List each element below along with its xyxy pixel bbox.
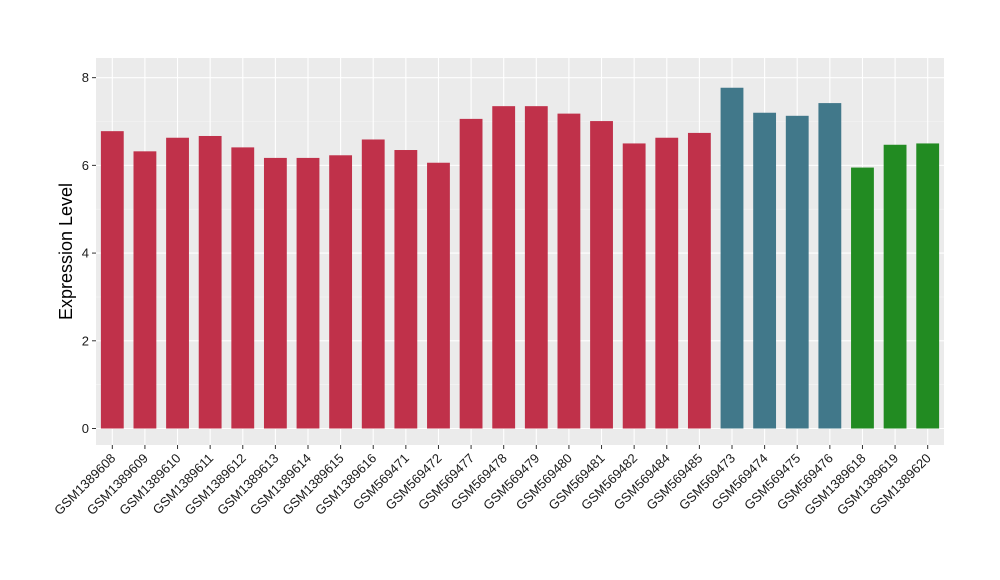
bar-GSM1389618 bbox=[851, 167, 874, 429]
y-tick-label: 6 bbox=[82, 158, 89, 173]
bar-GSM1389620 bbox=[916, 143, 940, 429]
y-tick-label: 0 bbox=[82, 421, 89, 436]
bar-GSM569479 bbox=[524, 106, 548, 429]
bar-GSM1389609 bbox=[133, 151, 157, 429]
bars bbox=[100, 87, 940, 429]
bar-GSM569473 bbox=[720, 87, 744, 429]
bar-GSM1389614 bbox=[296, 157, 320, 429]
bar-GSM569477 bbox=[459, 118, 483, 429]
y-tick-label: 2 bbox=[82, 333, 89, 348]
bar-GSM1389615 bbox=[329, 155, 353, 429]
bar-GSM1389610 bbox=[166, 137, 189, 429]
bar-GSM569475 bbox=[785, 115, 809, 429]
bar-GSM569472 bbox=[427, 162, 450, 429]
bar-GSM569480 bbox=[557, 113, 581, 429]
bar-GSM569485 bbox=[687, 132, 711, 429]
x-axis: GSM1389608GSM1389609GSM1389610GSM1389611… bbox=[51, 445, 934, 518]
y-axis-title: Expression Level bbox=[56, 183, 76, 320]
bar-GSM1389616 bbox=[361, 139, 385, 429]
bar-GSM569484 bbox=[655, 137, 679, 429]
bar-GSM1389612 bbox=[231, 147, 255, 429]
y-tick-label: 4 bbox=[82, 246, 89, 261]
bar-GSM569476 bbox=[818, 103, 842, 429]
plot-background bbox=[96, 58, 944, 445]
bar-GSM1389611 bbox=[198, 135, 222, 429]
bar-GSM1389608 bbox=[100, 131, 124, 429]
y-tick-label: 8 bbox=[82, 70, 89, 85]
bar-GSM569482 bbox=[622, 143, 646, 429]
y-axis: 0 2 4 6 8 bbox=[82, 70, 96, 436]
bar-GSM569471 bbox=[394, 150, 418, 429]
bar-GSM569481 bbox=[590, 121, 613, 429]
bar-GSM1389619 bbox=[883, 144, 907, 429]
bar-GSM1389613 bbox=[263, 157, 287, 429]
bar-GSM569478 bbox=[492, 106, 516, 429]
bar-GSM569474 bbox=[753, 112, 777, 429]
